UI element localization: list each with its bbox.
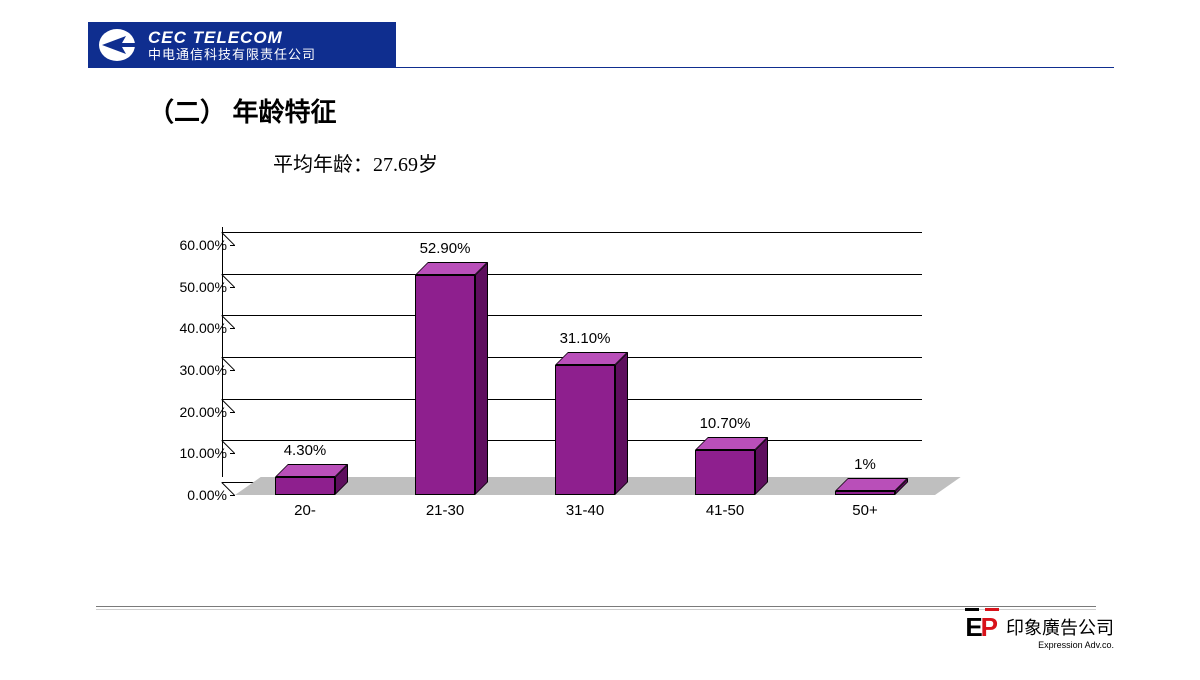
- footer-rule: [96, 606, 1096, 607]
- chart-ytick: [230, 328, 235, 329]
- header: CEC TELECOM 中电通信科技有限责任公司: [88, 22, 1114, 68]
- chart-bar-side: [615, 352, 628, 495]
- chart-data-label: 10.70%: [655, 415, 795, 432]
- logo-text-en: CEC TELECOM: [148, 29, 316, 46]
- chart-data-label: 52.90%: [375, 240, 515, 257]
- footer-rule-shadow: [96, 609, 1096, 610]
- footer-brand: E P 印象廣告公司: [965, 614, 1114, 640]
- chart-xlabel: 31-40: [515, 502, 655, 519]
- chart-bar-front: [695, 450, 755, 495]
- chart-bar-top: [415, 262, 488, 275]
- chart-bar-front: [835, 491, 895, 495]
- chart-bar-front: [555, 365, 615, 495]
- chart-bar-side: [475, 262, 488, 495]
- brand-logo-icon: E P: [965, 614, 998, 640]
- chart-xlabel: 50+: [795, 502, 935, 519]
- chart-gridline: [222, 315, 922, 316]
- chart-xlabel: 41-50: [655, 502, 795, 519]
- chart-bar-front: [275, 477, 335, 495]
- section-subtitle: 平均年龄：27.69岁: [273, 148, 438, 177]
- chart-xlabel: 21-30: [375, 502, 515, 519]
- chart-ylabel: 40.00%: [180, 320, 227, 336]
- logo-arrow-icon: [96, 26, 142, 64]
- chart-bar: 1%: [835, 491, 895, 495]
- chart-bar: 4.30%: [275, 477, 335, 495]
- brand-bars-icon: [965, 608, 999, 611]
- company-logo: CEC TELECOM 中电通信科技有限责任公司: [88, 22, 396, 68]
- chart-ylabel: 30.00%: [180, 362, 227, 378]
- chart-bar-front: [415, 275, 475, 495]
- chart-bar-top: [835, 478, 908, 491]
- chart-data-label: 4.30%: [235, 442, 375, 459]
- chart-bar: 52.90%: [415, 275, 475, 495]
- chart-gridline: [222, 274, 922, 275]
- chart-gridline: [222, 232, 922, 233]
- logo-text-cn: 中电通信科技有限责任公司: [148, 48, 316, 61]
- age-distribution-chart: 4.30% 52.90% 31.10% 10.70% 1% 0.00% 10.00% 20.…: [160, 230, 980, 530]
- section-title: （二） 年龄特征: [148, 92, 337, 129]
- chart-ylabel: 60.00%: [180, 237, 227, 253]
- footer-brand-en: Expression Adv.co.: [1038, 640, 1114, 650]
- footer-brand-cn: 印象廣告公司: [1006, 614, 1114, 640]
- chart-ylabel: 50.00%: [180, 279, 227, 295]
- chart-ylabel: 0.00%: [187, 487, 227, 503]
- brand-letter-p: P: [981, 614, 998, 640]
- chart-ylabel: 10.00%: [180, 445, 227, 461]
- chart-bar: 10.70%: [695, 450, 755, 495]
- chart-ylabel: 20.00%: [180, 404, 227, 420]
- chart-data-label: 1%: [795, 456, 935, 473]
- chart-xlabel: 20-: [235, 502, 375, 519]
- chart-data-label: 31.10%: [515, 330, 655, 347]
- chart-bar: 31.10%: [555, 365, 615, 495]
- chart-plot-area: 4.30% 52.90% 31.10% 10.70% 1%: [235, 245, 935, 495]
